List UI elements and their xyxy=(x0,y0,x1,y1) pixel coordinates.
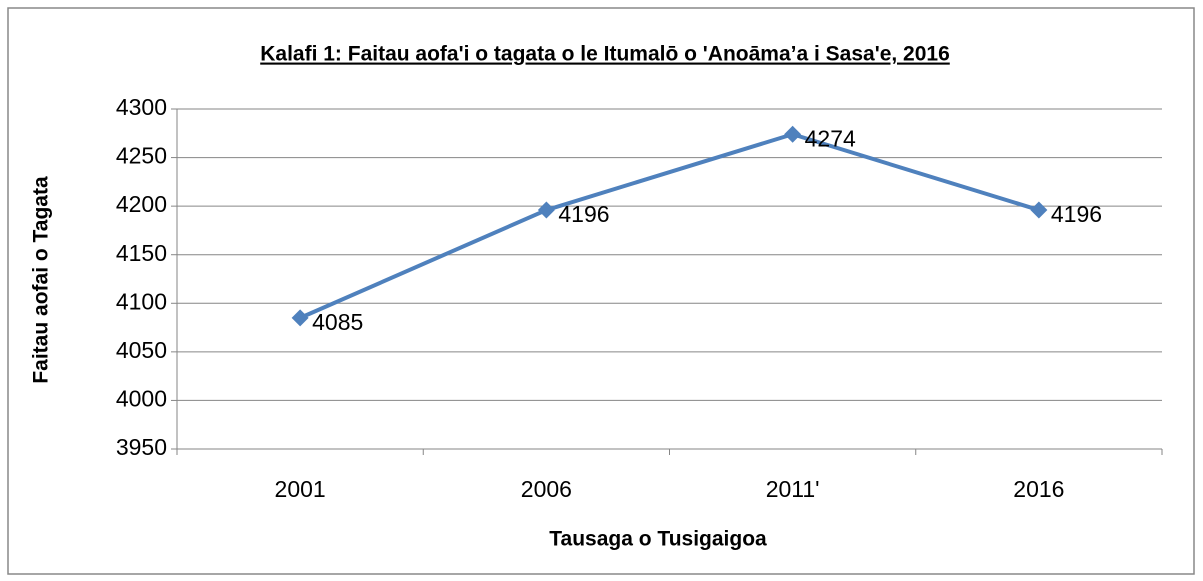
y-tick-label: 3950 xyxy=(116,434,167,460)
x-axis-title: Tausaga o Tusigaigoa xyxy=(549,528,767,551)
y-axis-title: Faitau aofai o Tagata xyxy=(30,176,53,384)
data-label: 4274 xyxy=(805,125,856,151)
y-tick-label: 4200 xyxy=(116,191,167,217)
x-tick-label: 2011' xyxy=(766,476,820,502)
data-label: 4196 xyxy=(1051,201,1102,227)
x-tick-label: 2001 xyxy=(275,476,326,502)
chart-title: Kalafi 1: Faitau aofa'i o tagata o le It… xyxy=(260,43,950,66)
y-tick-label: 4300 xyxy=(116,94,167,120)
y-tick-label: 4250 xyxy=(116,143,167,169)
data-label: 4085 xyxy=(312,309,363,335)
chart-frame xyxy=(7,7,1195,575)
x-tick-label: 2006 xyxy=(521,476,572,502)
series-line xyxy=(299,132,1040,320)
x-tick-label: 2016 xyxy=(1013,476,1064,502)
marker xyxy=(784,125,802,143)
y-tick-label: 4050 xyxy=(116,337,167,363)
marker xyxy=(537,201,555,219)
y-tick-label: 4150 xyxy=(116,240,167,266)
marker xyxy=(291,309,309,327)
y-tick-label: 4100 xyxy=(116,288,167,314)
y-tick-label: 4000 xyxy=(116,386,167,412)
data-label: 4196 xyxy=(558,201,609,227)
